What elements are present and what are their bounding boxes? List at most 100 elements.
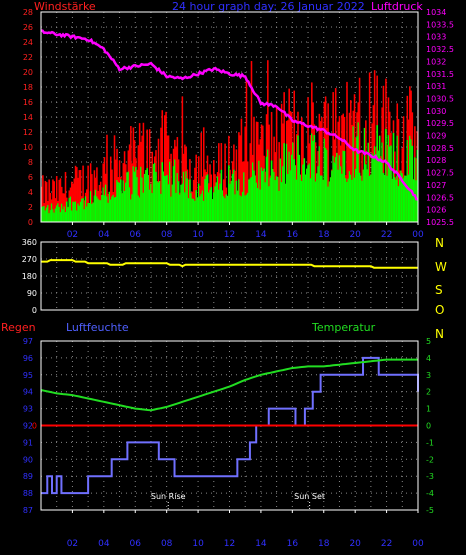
wind-avg-bar <box>216 176 219 222</box>
wind-avg-bar <box>323 138 326 222</box>
wind-avg-bar <box>288 151 290 222</box>
wind-avg-bar <box>265 156 268 222</box>
x-tick-label: 00 <box>412 230 424 240</box>
humidity-tick-label: 94 <box>23 388 33 397</box>
wind-tick-label: 20 <box>23 68 33 77</box>
wind-avg-bar <box>241 191 244 222</box>
wind-max-bar <box>167 135 170 222</box>
wind-avg-bar <box>76 210 78 222</box>
wind-avg-bar <box>201 190 204 222</box>
x-tick-label: 22 <box>381 539 392 549</box>
wind-max-bar <box>353 94 356 222</box>
wind-avg-bar <box>246 192 249 222</box>
wind-max-bar <box>164 115 166 222</box>
wind-max-bar <box>287 120 289 222</box>
x-tick-label: 06 <box>130 230 142 240</box>
wind-avg-bar <box>279 158 282 222</box>
wind-avg-bar <box>378 135 381 222</box>
wind-avg-bar <box>319 175 322 222</box>
wind-avg-bar <box>77 203 79 222</box>
wind-avg-bar <box>213 192 215 222</box>
temperature-tick-label: 3 <box>426 371 431 380</box>
wind-avg-bar <box>127 171 130 222</box>
wind-avg-bar <box>352 126 355 222</box>
pressure-tick-label: 1026 <box>426 206 446 215</box>
wind-avg-bar <box>73 201 76 222</box>
wind-avg-bar <box>186 178 189 222</box>
temperature-tick-label: 4 <box>426 354 431 363</box>
wind-avg-bar <box>45 207 48 222</box>
x-tick-label: 18 <box>318 539 330 549</box>
humidity-tick-label: 90 <box>23 455 33 464</box>
wind-avg-bar <box>316 173 318 222</box>
wind-avg-bar <box>47 205 49 222</box>
humidity-line <box>41 356 419 495</box>
wind-avg-bar <box>238 179 240 222</box>
wind-avg-bar <box>372 155 375 222</box>
wind-avg-bar <box>361 180 363 222</box>
wind-avg-bar <box>360 175 362 222</box>
wind-avg-bar <box>200 193 203 222</box>
wind-max-bar <box>71 181 73 222</box>
wind-avg-bar <box>202 200 205 222</box>
wind-max-bar <box>278 142 280 222</box>
wind-avg-bar <box>308 163 311 222</box>
header-left-title: Windstärke <box>34 0 96 13</box>
wind-avg-bar <box>109 199 112 222</box>
pressure-tick-label: 1029.5 <box>426 119 454 128</box>
wind-avg-bar <box>277 176 279 222</box>
pressure-tick-label: 1032.5 <box>426 45 454 54</box>
sun-annotation: Sun Set <box>294 492 325 501</box>
wind-avg-bar <box>351 179 353 222</box>
wind-avg-bar <box>132 166 135 222</box>
pressure-tick-label: 1028.5 <box>426 144 454 153</box>
x-tick-label: 16 <box>287 539 299 549</box>
wind-avg-bar <box>258 160 260 222</box>
wind-max-bar <box>62 193 64 222</box>
wind-max-bar <box>300 117 303 222</box>
wind-avg-bar <box>245 194 248 222</box>
wind-avg-bar <box>412 179 415 222</box>
wind-avg-bar <box>332 155 334 222</box>
wind-avg-bar <box>348 171 351 222</box>
wind-max-bar <box>113 135 116 222</box>
wind-max-bar <box>346 81 348 222</box>
wind-avg-bar <box>141 177 143 222</box>
wind-avg-bar <box>190 193 192 222</box>
humidity-tick-label: 91 <box>23 438 33 447</box>
wind-avg-bar <box>383 175 386 222</box>
wind-avg-bar <box>101 194 103 222</box>
wind-avg-bar <box>267 149 269 222</box>
wind-max-bar <box>111 169 113 222</box>
x-tick-label: 08 <box>161 230 173 240</box>
wind-max-bar <box>114 159 117 222</box>
wind-avg-bar <box>336 152 338 222</box>
wind-avg-bar <box>120 179 122 222</box>
wind-avg-bar <box>170 196 172 222</box>
wind-avg-bar <box>371 153 373 222</box>
wind-max-bar <box>246 161 249 222</box>
wind-max-bar <box>40 186 43 222</box>
wind-max-bar <box>195 154 197 222</box>
wind-max-bar <box>181 96 184 222</box>
temperature-tick-label: 1 <box>426 405 431 414</box>
wind-avg-bar <box>343 151 346 222</box>
wind-tick-label: 0 <box>28 218 33 227</box>
x-tick-label: 06 <box>130 539 142 549</box>
wind-avg-bar <box>373 146 376 222</box>
x-tick-label: 02 <box>67 539 78 549</box>
wind-avg-bar <box>174 159 176 222</box>
wind-max-bar <box>128 144 131 222</box>
wind-avg-bar <box>83 209 86 222</box>
wind-avg-bar <box>81 198 83 222</box>
wind-max-bar <box>373 70 376 222</box>
wind-avg-bar <box>255 182 258 222</box>
wind-tick-label: 10 <box>23 143 33 152</box>
wind-avg-bar <box>339 166 342 222</box>
wind-max-bar <box>91 174 93 222</box>
wind-avg-bar <box>230 180 233 222</box>
wind-avg-bar <box>40 206 43 222</box>
wind-avg-bar <box>88 202 91 222</box>
wind-max-bar <box>131 163 133 222</box>
wind-avg-bar <box>388 146 391 222</box>
